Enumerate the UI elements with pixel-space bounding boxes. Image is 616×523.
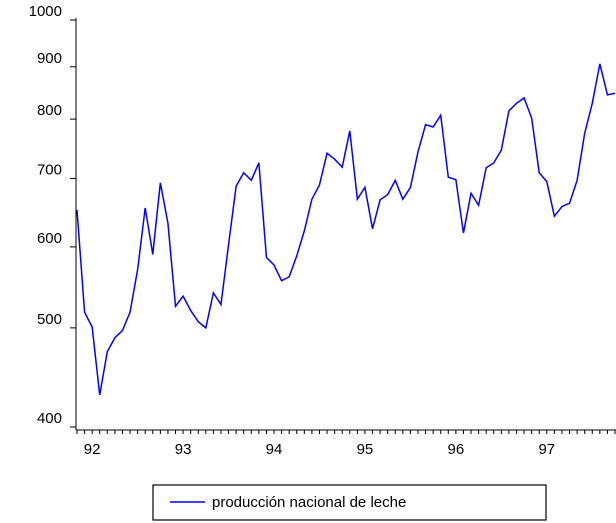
y-tick-label: 1000 — [29, 3, 62, 20]
line-series — [76, 63, 616, 396]
y-tick-label: 900 — [37, 50, 62, 67]
y-tick-label: 800 — [37, 102, 62, 119]
x-tick-label: 96 — [448, 441, 465, 458]
x-tick-label: 95 — [357, 441, 374, 458]
x-tick-label: 94 — [266, 441, 283, 458]
y-tick-label: 500 — [37, 311, 62, 328]
y-tick-label: 400 — [37, 410, 62, 427]
legend-label: producción nacional de leche — [212, 494, 406, 511]
x-tick-label: 97 — [538, 441, 555, 458]
y-tick-label: 600 — [37, 230, 62, 247]
x-tick-label: 92 — [84, 441, 101, 458]
x-tick-label: 93 — [175, 441, 192, 458]
legend-box — [152, 484, 547, 521]
y-tick-label: 700 — [37, 161, 62, 178]
